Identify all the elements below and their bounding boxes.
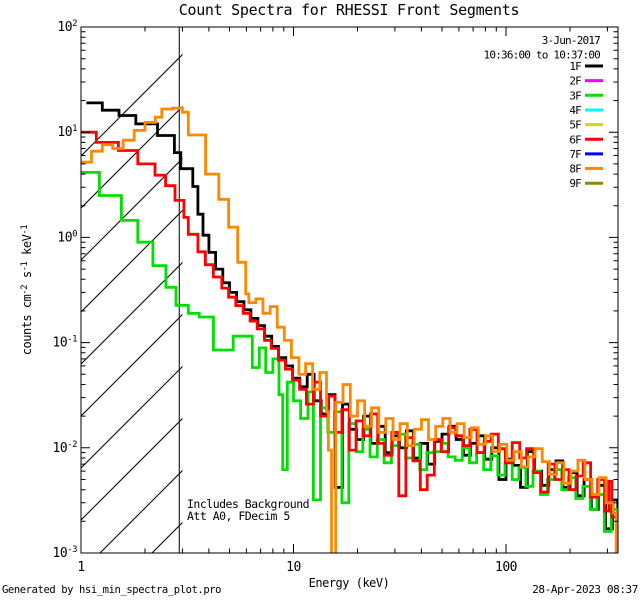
hatch-line bbox=[81, 157, 183, 261]
obs-interval: 10:36:00 to 10:37:00 bbox=[484, 49, 601, 62]
legend-item-2F: 2F bbox=[569, 75, 603, 88]
x-tick-label: 10 bbox=[286, 560, 301, 575]
y-tick-label: 102 bbox=[57, 19, 77, 35]
footer-generator: Generated by hsi_min_spectra_plot.pro bbox=[2, 584, 221, 596]
note-attenuator: Att A0, FDecim 5 bbox=[187, 509, 290, 523]
x-tick-label: 1 bbox=[77, 560, 84, 575]
series-1F bbox=[86, 101, 618, 531]
legend-item-6F: 6F bbox=[569, 133, 603, 146]
legend-label: 3F bbox=[569, 89, 581, 102]
major-ticks bbox=[80, 26, 618, 554]
y-axis-label: counts cm-2​ s-1​ keV-1​ bbox=[20, 225, 34, 355]
hatch-line bbox=[81, 365, 183, 469]
plot-frame bbox=[80, 26, 619, 554]
legend-label: 9F bbox=[569, 177, 581, 190]
legend-item-5F: 5F bbox=[569, 119, 603, 132]
y-tick-label: 100 bbox=[57, 229, 77, 245]
footer-timestamp: 28-Apr-2023 08:37 bbox=[532, 583, 638, 596]
obs-date: 3-Jun-2017 bbox=[542, 34, 600, 47]
legend-item-9F: 9F bbox=[569, 177, 603, 190]
legend-label: 2F bbox=[569, 75, 581, 88]
legend-label: 4F bbox=[569, 104, 581, 117]
legend-item-3F: 3F bbox=[569, 89, 603, 102]
x-tick-label: 100 bbox=[495, 560, 517, 575]
series-6F bbox=[81, 130, 618, 533]
legend-label: 8F bbox=[569, 163, 581, 176]
legend-item-4F: 4F bbox=[569, 104, 603, 117]
legend-label: 7F bbox=[569, 148, 581, 161]
hatch-line bbox=[81, 417, 183, 521]
y-tick-label: 10-2 bbox=[53, 440, 78, 456]
y-tick-label: 101 bbox=[57, 124, 77, 140]
x-axis-tick-labels: 1 10 100 bbox=[77, 560, 517, 575]
legend-item-1F: 1F bbox=[569, 60, 603, 73]
legend-item-8F: 8F bbox=[569, 163, 603, 176]
legend-label: 5F bbox=[569, 119, 581, 132]
spectra-curves bbox=[81, 101, 618, 553]
axis-ticks bbox=[80, 26, 618, 554]
minor-ticks bbox=[81, 27, 618, 553]
series-8F bbox=[81, 106, 618, 553]
legend-label: 1F bbox=[569, 60, 581, 73]
legend-item-7F: 7F bbox=[569, 148, 603, 161]
y-tick-label: 10-3 bbox=[53, 545, 78, 561]
hatch-line bbox=[151, 521, 183, 553]
x-axis-label: Energy (keV) bbox=[309, 576, 390, 590]
hatch-line bbox=[81, 105, 183, 209]
hatch-line bbox=[81, 209, 183, 313]
legend-label: 6F bbox=[569, 133, 581, 146]
y-tick-label: 10-1 bbox=[53, 335, 78, 351]
y-axis-tick-labels: 102 101 100 10-1 10-2 10-3 bbox=[53, 19, 78, 561]
hatch-line bbox=[81, 261, 183, 365]
note-background: Includes Background bbox=[187, 497, 309, 511]
chart-title: Count Spectra for RHESSI Front Segments bbox=[179, 1, 520, 19]
